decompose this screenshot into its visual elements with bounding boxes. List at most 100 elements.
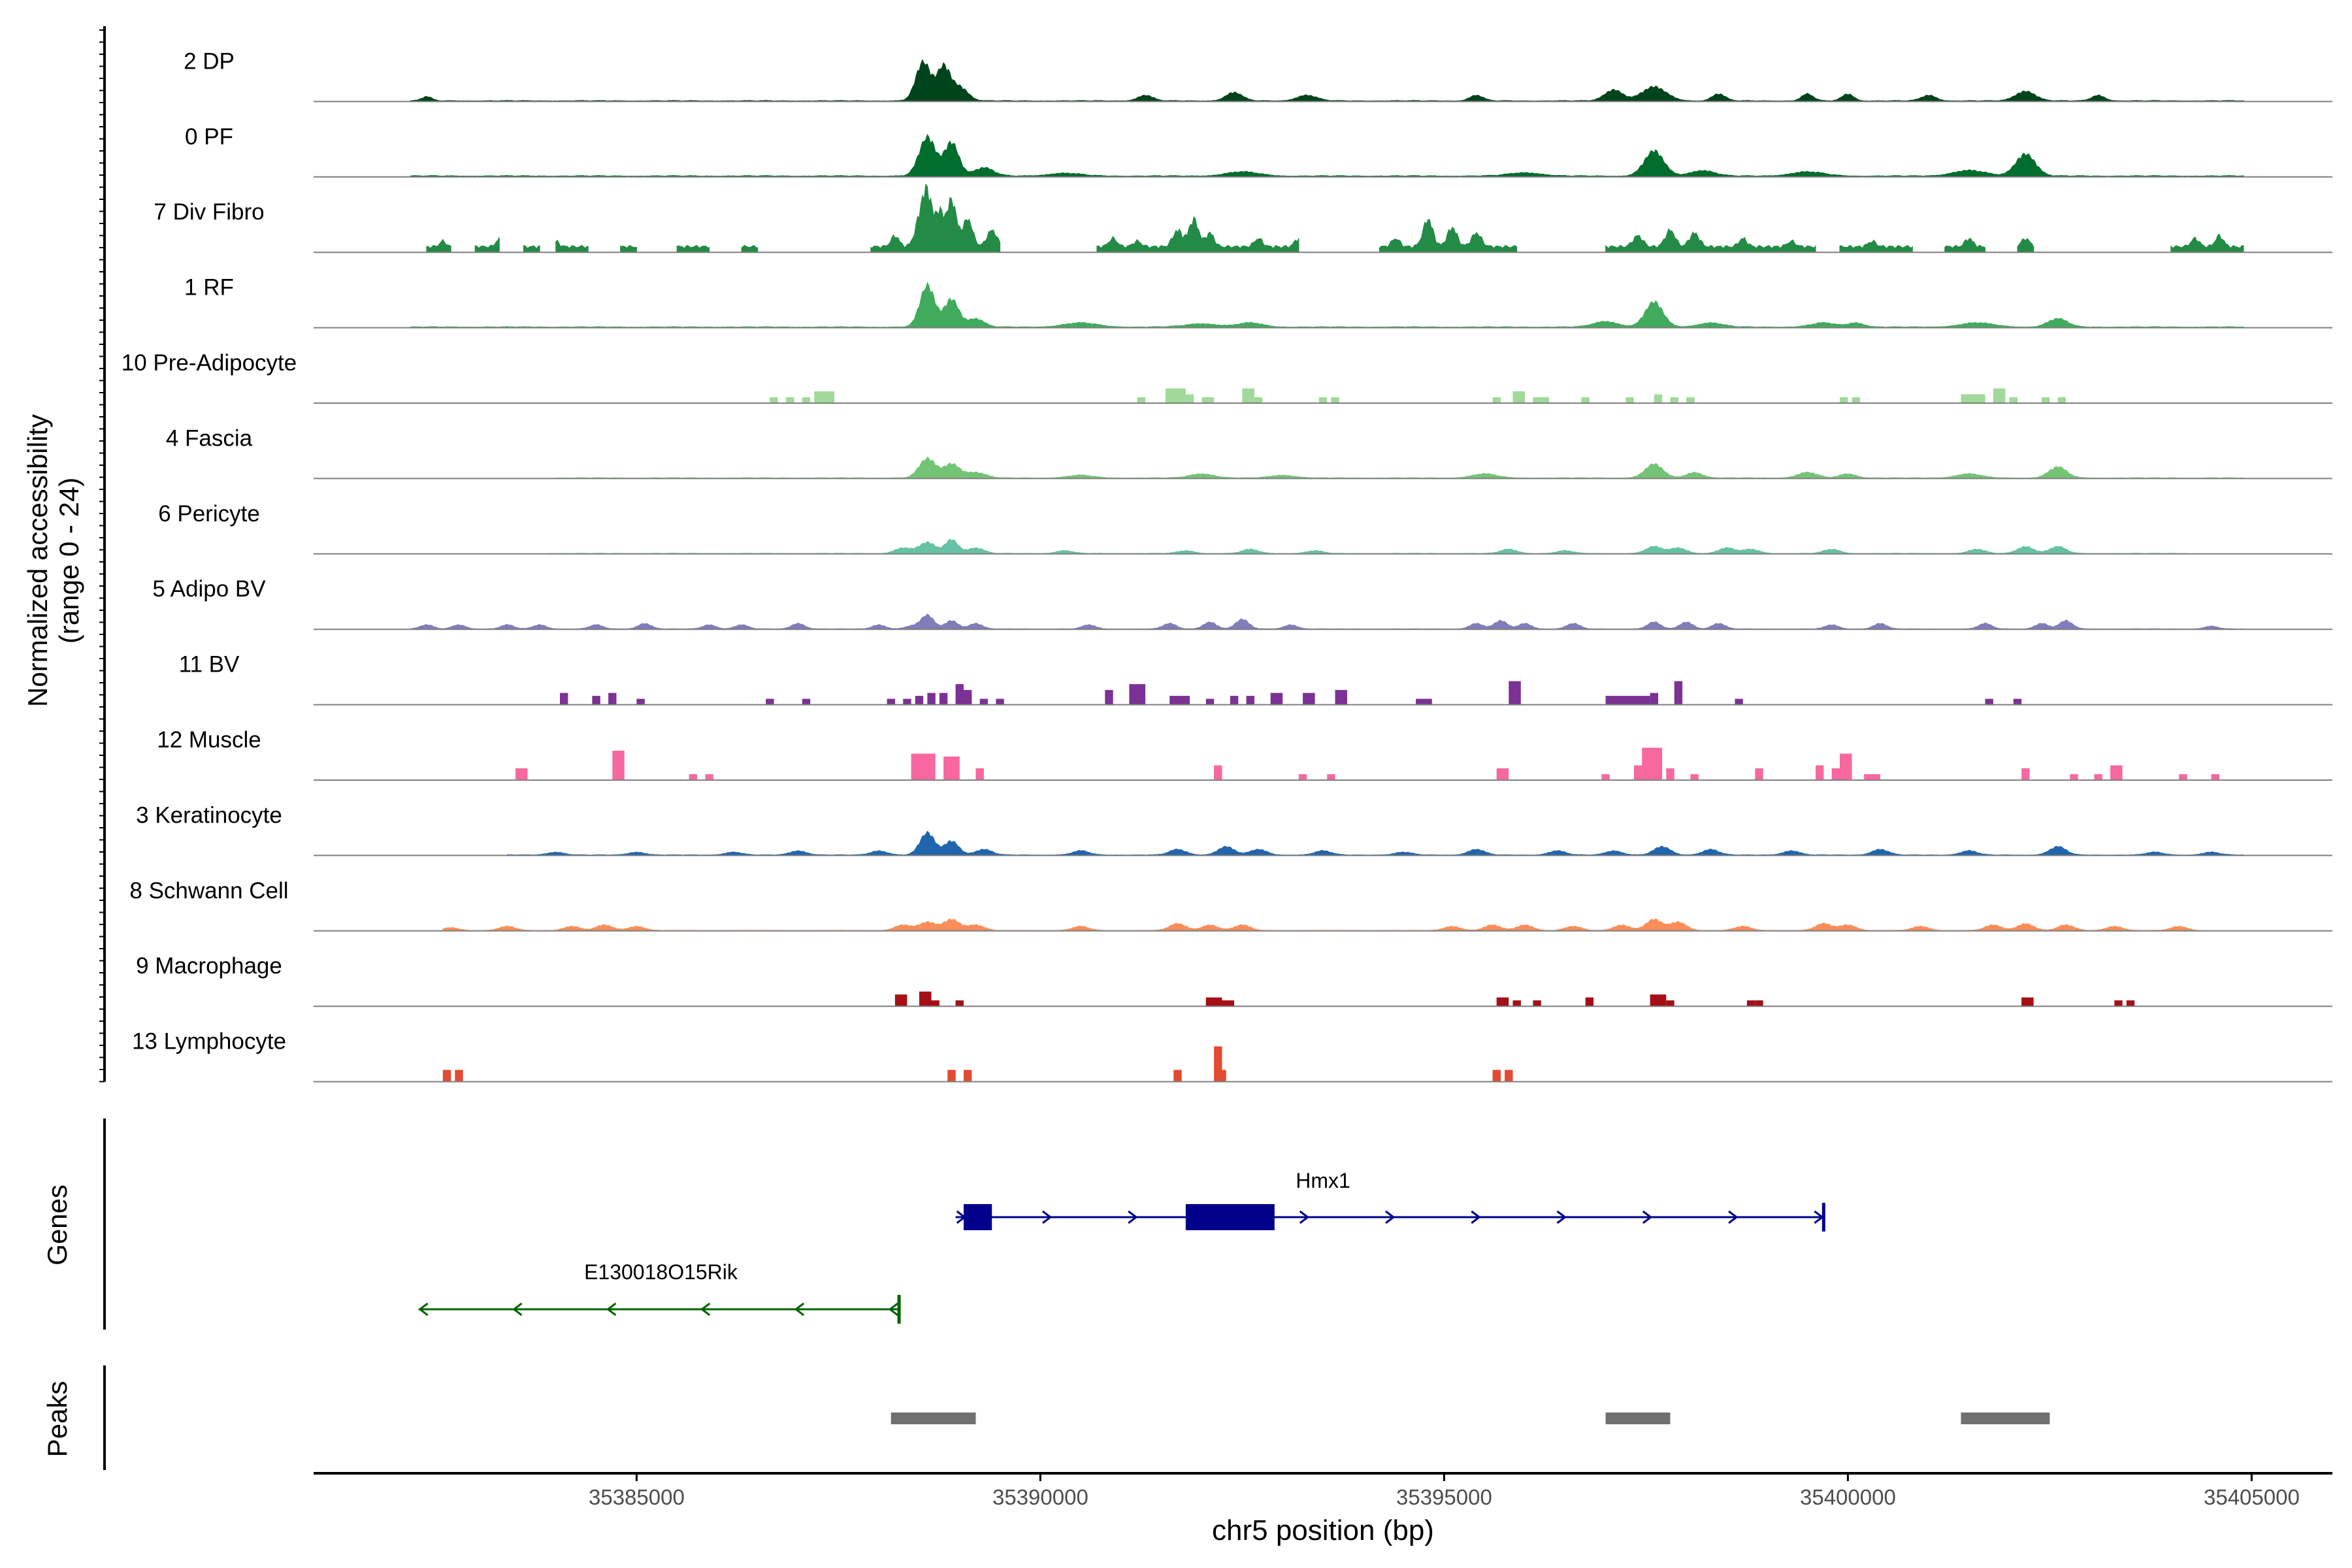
coverage-block [1222, 1000, 1234, 1007]
coverage-segment [1839, 239, 1913, 253]
coverage-segment [870, 183, 1001, 253]
coverage-block [1585, 997, 1594, 1007]
coverage-area [555, 456, 2244, 479]
coverage-block [1492, 397, 1501, 403]
coverage-segment [474, 237, 500, 253]
coverage-block [1840, 753, 1852, 780]
coverage-block [455, 1070, 463, 1082]
coverage-block [947, 1070, 956, 1082]
coverage-segment [555, 239, 589, 253]
coverage-block [802, 397, 811, 403]
coverage-block [919, 991, 932, 1007]
coverage-block [1335, 690, 1347, 705]
track-label: 6 Pericyte [158, 501, 260, 527]
track-6: 6 Pericyte [158, 501, 2332, 555]
coverage-segment [2017, 238, 2034, 253]
coverage-block [979, 698, 988, 705]
coverage-block [442, 1070, 451, 1082]
coverage-block [1961, 394, 1985, 403]
coverage-block [1496, 997, 1509, 1007]
strand-arrow [1299, 1210, 1310, 1224]
coverage-block [1816, 765, 1824, 780]
coverage-block [931, 1000, 939, 1007]
coverage-block [1298, 774, 1307, 780]
coverage-tracks: 2 DP 0 PF 7 Div Fibro 1 RF 10 Pre-Adipocyte 4… [122, 48, 2332, 1083]
coverage-segment [426, 238, 451, 253]
coverage-block [1605, 696, 1650, 705]
strand-arrow [606, 1302, 617, 1316]
coverage-block [636, 698, 645, 705]
coverage-block [1492, 1070, 1501, 1082]
coverage-block [2021, 768, 2030, 780]
track-label: 13 Lymphocyte [132, 1029, 286, 1054]
strand-arrow [1041, 1210, 1053, 1224]
coverage-block [1864, 774, 1872, 780]
coverage-area [410, 59, 2244, 102]
coverage-block [2179, 774, 2187, 780]
coverage-block [560, 693, 568, 705]
x-axis-tick-label: 35395000 [1396, 1485, 1492, 1509]
coverage-block [1185, 394, 1194, 403]
coverage-block [1254, 397, 1263, 403]
coverage-block [1169, 696, 1190, 705]
track-label: 10 Pre-Adipocyte [122, 350, 297, 376]
strand-arrow [1728, 1210, 1739, 1224]
x-axis-tick-label: 35390000 [992, 1485, 1088, 1509]
coverage-block [608, 693, 617, 705]
coverage-block [1505, 1070, 1513, 1082]
coverage-block [2057, 397, 2066, 403]
strand-arrow [418, 1302, 429, 1316]
coverage-block [1173, 1070, 1182, 1082]
strand-arrow [1556, 1210, 1567, 1224]
coverage-segment [741, 244, 759, 253]
coverage-block [1201, 397, 1215, 403]
coverage-block [927, 693, 936, 705]
coverage-block [770, 397, 778, 403]
track-13: 13 Lymphocyte [132, 1029, 2332, 1083]
track-label: 4 Fascia [166, 425, 253, 451]
coverage-block [1318, 397, 1328, 403]
coverage-block [2042, 397, 2050, 403]
coverage-block [1205, 997, 1222, 1007]
coverage-block [2013, 698, 2022, 705]
track-5: 4 Fascia [166, 425, 2332, 480]
coverage-block [955, 1000, 964, 1007]
coverage-segment [620, 244, 637, 253]
track-label: 0 PF [185, 124, 233, 150]
gene-label: E130018O15Rik [584, 1260, 738, 1284]
coverage-block [786, 397, 794, 403]
y-axis-subtitle: (range 0 - 24) [54, 478, 84, 644]
coverage-block [975, 768, 984, 780]
gene-exon [963, 1204, 992, 1230]
coverage-block [612, 751, 625, 780]
coverage-segment [676, 244, 710, 253]
coverage-area [410, 133, 2244, 178]
gene-exon [1185, 1204, 1275, 1230]
coverage-block [2211, 774, 2219, 780]
coverage-block [2021, 997, 2034, 1007]
x-axis-tick-label: 35385000 [589, 1485, 685, 1509]
coverage-block [1666, 768, 1674, 780]
track-label: 8 Schwann Cell [129, 878, 288, 904]
coverage-block [1650, 693, 1658, 705]
coverage-segment [1605, 228, 1816, 253]
coverage-area [410, 613, 2244, 630]
coverage-block [2110, 765, 2123, 780]
coverage-block [689, 774, 698, 780]
coverage-segment [1944, 237, 1985, 253]
coverage-area [410, 282, 2244, 329]
peak-region-track [890, 1413, 2050, 1424]
strand-arrow [1471, 1210, 1481, 1224]
coverage-block [1625, 397, 1634, 403]
coverage-block [1642, 747, 1663, 780]
x-axis-tick-label: 35400000 [1800, 1485, 1896, 1509]
x-axis-title: chr5 position (bp) [1212, 1514, 1434, 1546]
coverage-block [1533, 1000, 1541, 1007]
coverage-block [943, 757, 960, 780]
coverage-block [1512, 1000, 1521, 1007]
coverage-block [1872, 774, 1880, 780]
coverage-block [2126, 1000, 2135, 1007]
coverage-block [1831, 768, 1840, 780]
strand-arrow [512, 1302, 523, 1316]
coverage-block [915, 696, 924, 705]
